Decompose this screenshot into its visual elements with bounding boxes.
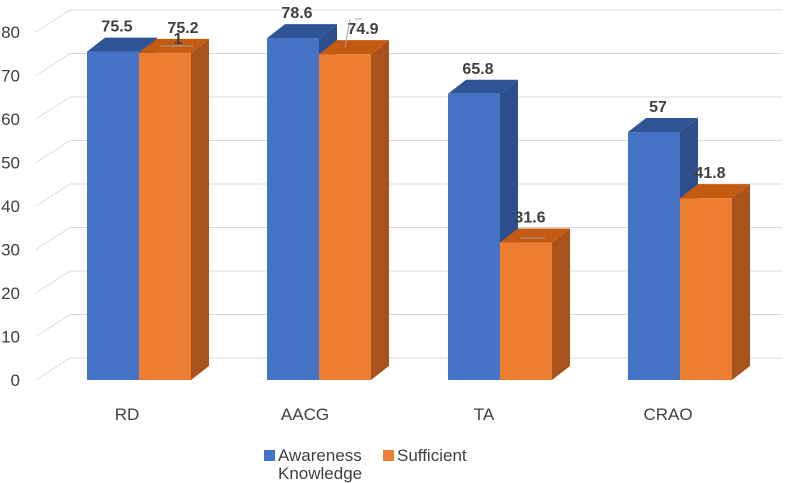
y-tick-label: 40 [1,197,20,216]
bar-side [552,228,570,380]
legend-label-sufficient: Sufficient [397,446,467,465]
bar-front [87,51,139,380]
bar-top [448,79,518,94]
y-tick-label: 0 [11,371,20,390]
y-tick-label: 20 [1,284,20,303]
y-tick-label: 10 [1,328,20,347]
bar-front [628,132,680,380]
legend-label-awareness: Awareness [278,446,362,465]
data-label: 78.6 [281,5,312,22]
gridlines [35,9,782,381]
legend: Awareness Knowledge Sufficient [264,446,467,483]
gridline [35,96,782,120]
data-label: 75.2 [167,20,198,37]
gridline [35,140,782,163]
x-tick-label: CRAO [643,405,692,424]
y-tick-label: 80 [1,23,20,42]
legend-label-knowledge: Knowledge [278,464,362,483]
bar-rd-sufficient [139,38,209,380]
gridline [35,53,782,76]
legend-swatch-awareness-knowledge [264,450,275,461]
bar-side [732,184,750,380]
data-label: 41.8 [694,165,725,182]
bar-front [267,38,319,381]
data-labels: 75.5 75.2 78.6 74.9 65.8 31.6 57 41.8 1 [101,5,726,239]
bar-crao-sufficient [680,184,750,380]
x-tick-label: RD [115,405,140,424]
bar-front [139,52,191,380]
y-tick-label: 30 [1,241,20,260]
gridline [35,227,782,250]
bar-front [680,198,732,380]
x-axis: RD AACG TA CRAO [115,405,693,424]
bar-aacg-sufficient [319,40,389,381]
data-label-stray: 1 [174,31,183,48]
bar-top [628,118,698,133]
data-label: 75.5 [101,19,132,36]
bar-front [319,54,371,381]
y-tick-label: 70 [1,67,20,86]
data-label: 65.8 [462,61,493,78]
legend-swatch-sufficient [383,450,394,461]
y-tick-label: 60 [1,110,20,129]
x-tick-label: AACG [281,405,329,424]
gridline [35,9,782,33]
y-axis: 0 10 20 30 40 50 60 70 80 [1,23,20,390]
bars [87,24,750,381]
bar-top [680,184,750,199]
bar-top [500,228,570,243]
bar-side [371,40,389,381]
bar-top [87,37,157,52]
bar-top [319,40,389,55]
data-label: 57 [649,99,667,116]
y-tick-label: 50 [1,154,20,173]
leader-line [344,18,351,48]
bar-side [191,38,209,380]
bar-front [500,242,552,380]
bar-front [448,93,500,381]
data-label: 74.9 [347,21,378,38]
gridline [35,183,782,207]
data-label: 31.6 [514,210,545,227]
bar-top [267,24,337,39]
bar-ta-sufficient [500,228,570,380]
x-tick-label: TA [474,405,495,424]
